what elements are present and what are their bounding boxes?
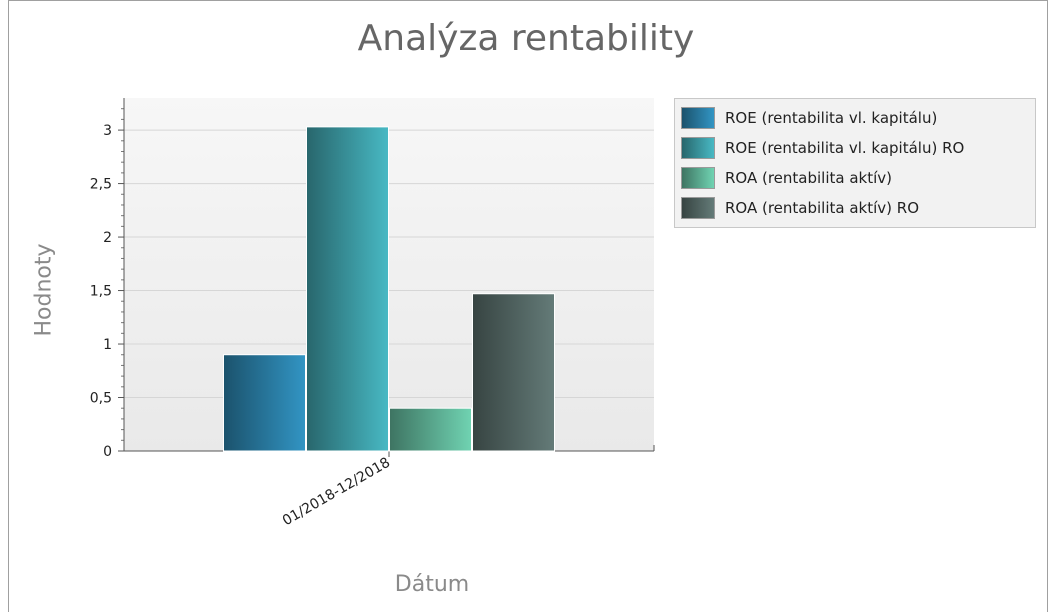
y-tick-label: 0 bbox=[103, 444, 112, 460]
legend-item: ROE (rentabilita vl. kapitálu) RO bbox=[681, 133, 1029, 163]
bar bbox=[223, 354, 306, 452]
y-tick-label: 1,5 bbox=[90, 284, 112, 300]
legend-swatch bbox=[681, 137, 715, 159]
y-tick-label: 1 bbox=[103, 337, 112, 353]
chart-title: Analýza rentability bbox=[357, 18, 695, 59]
legend-label: ROE (rentabilita vl. kapitálu) bbox=[725, 109, 938, 127]
legend: ROE (rentabilita vl. kapitálu) ROE (rent… bbox=[674, 98, 1036, 228]
legend-swatch bbox=[681, 197, 715, 219]
bar bbox=[306, 126, 389, 452]
y-tick-label: 2,5 bbox=[90, 177, 112, 193]
legend-item: ROE (rentabilita vl. kapitálu) bbox=[681, 103, 1029, 133]
y-tick-label: 3 bbox=[103, 123, 112, 139]
legend-label: ROE (rentabilita vl. kapitálu) RO bbox=[725, 139, 965, 157]
legend-item: ROA (rentabilita aktív) bbox=[681, 163, 1029, 193]
bar bbox=[472, 293, 555, 452]
x-tick-label: 01/2018-12/2018 bbox=[280, 455, 393, 530]
x-axis-label: Dátum bbox=[394, 572, 470, 597]
legend-label: ROA (rentabilita aktív) bbox=[725, 169, 893, 187]
bar bbox=[389, 407, 472, 452]
legend-swatch bbox=[681, 167, 715, 189]
legend-label: ROA (rentabilita aktív) RO bbox=[725, 199, 920, 217]
legend-swatch bbox=[681, 107, 715, 129]
y-tick-label: 2 bbox=[103, 230, 112, 246]
y-tick-label: 0,5 bbox=[90, 391, 112, 407]
legend-item: ROA (rentabilita aktív) RO bbox=[681, 193, 1029, 223]
